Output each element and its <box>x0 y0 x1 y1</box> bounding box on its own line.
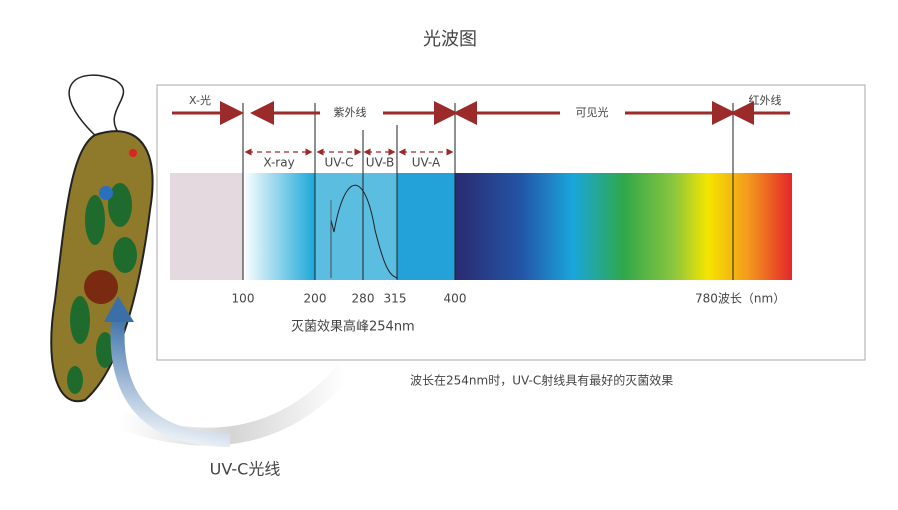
spectrum <box>170 173 792 280</box>
dividers <box>242 103 734 280</box>
axis-label: 280 <box>352 292 375 306</box>
uv-label: UV-B <box>366 156 394 170</box>
uv-label: UV-C <box>325 156 354 170</box>
title: 光波图 <box>423 29 477 50</box>
frame <box>156 84 866 361</box>
caption: 波长在254nm时，UV-C射线具有最好的灭菌效果 <box>410 373 673 388</box>
uv-label: UV-A <box>412 156 441 170</box>
axis-label: 780波长（nm） <box>695 292 785 306</box>
band-label: X-光 <box>189 93 211 107</box>
axis-label: 400 <box>444 292 467 306</box>
band-label: 红外线 <box>749 93 782 107</box>
organism <box>50 74 231 447</box>
band-label: 紫外线 <box>334 105 367 119</box>
band-label: 可见光 <box>576 105 609 119</box>
peak-note: 灭菌效果高峰254nm <box>291 319 415 335</box>
uv-label: X-ray <box>263 156 294 170</box>
axis-label: 315 <box>384 292 407 306</box>
axis-label: 200 <box>304 292 327 306</box>
axis-label: 100 <box>232 292 255 306</box>
ray-label: UV-C光线 <box>210 460 281 479</box>
swoosh <box>116 364 352 446</box>
